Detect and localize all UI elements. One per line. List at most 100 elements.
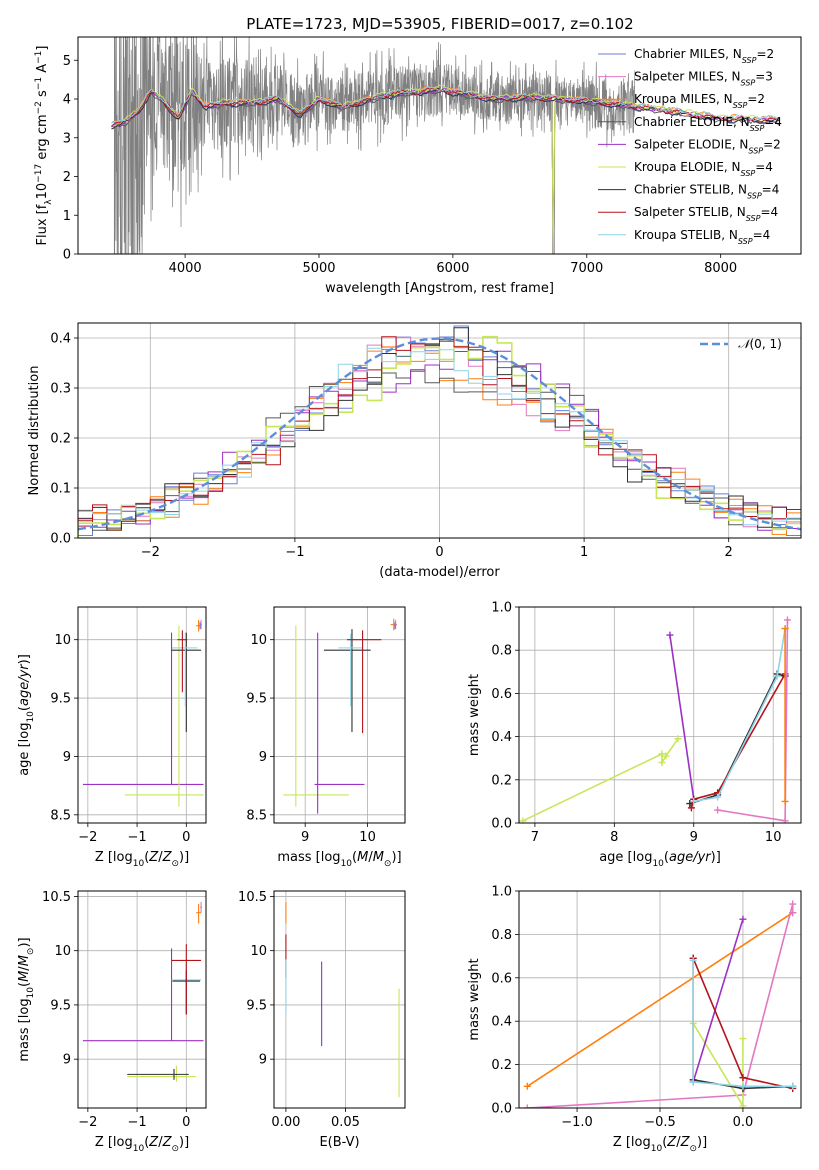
mass-weight-vs-Z-plot-area [523, 900, 797, 1108]
mass-weight-vs-age-marker [773, 672, 781, 680]
age-vs-Z-point-chabrier-miles [199, 622, 202, 630]
age-vs-mass-point-salpeter-elodie [314, 632, 365, 814]
mass-weight-vs-age-ytick-label: 0.6 [491, 687, 512, 702]
age-vs-Z-xtick-label: −2 [78, 830, 97, 845]
age-vs-mass-xtick-label: 9 [301, 830, 309, 845]
age-vs-Z-xlabel: Z [log10(Z/Z⊙)] [95, 850, 189, 869]
residual-histogram-xlabel: (data-model)/error [379, 565, 500, 580]
mass-vs-Z-point-chabrier-stelib [127, 1068, 189, 1080]
mass-vs-EBV-ytick-label: 9.5 [246, 998, 267, 1013]
spectrum-xtick-label: 5000 [302, 261, 335, 276]
spectrum-panel [111, 37, 781, 254]
mass-weight-vs-age-marker [658, 750, 666, 758]
age-vs-mass-axes: 9 10 8.5 9 9.5 10 mass [log10(M/M⊙)] [246, 606, 406, 869]
mass-weight-vs-age-xtick-label: 10 [765, 830, 782, 845]
age-vs-Z-xtick-label: 0 [182, 830, 190, 845]
spectrum-ylabel: Flux [fλ10−17 erg cm−2 s−1 A−1] [34, 46, 54, 246]
mass-vs-EBV-xtick-label: 0.00 [271, 1115, 300, 1130]
mass-vs-Z-point-kroupa-miles [196, 904, 202, 924]
mass-weight-vs-age-panel [519, 606, 801, 824]
age-vs-mass-panel [274, 607, 405, 823]
spectrum-data-line [113, 37, 636, 254]
residual-histogram-plot-area [78, 325, 801, 538]
mass-weight-vs-Z-ytick-label: 1.0 [491, 885, 512, 900]
age-vs-mass-point-salpeter-stelib [346, 630, 382, 734]
mass-vs-Z-ytick-label: 9 [63, 1053, 71, 1068]
mass-weight-vs-Z-ytick-label: 0.0 [491, 1102, 512, 1117]
normal-legend-label: 𝒩(0, 1) [738, 337, 782, 351]
mass-weight-vs-Z-xtick-label: 0.0 [733, 1115, 754, 1130]
spectrum-xtick-label: 6000 [436, 261, 469, 276]
mass-weight-vs-Z-xlabel: Z [log10(Z/Z⊙)] [613, 1135, 707, 1154]
residual-histogram-ytick-label: 0.3 [50, 382, 71, 397]
spectrum-model-salpeter-stelib [111, 86, 780, 127]
residual-histogram-ytick-label: 0.1 [50, 482, 71, 497]
legend-entry: Salpeter MILES, NSSP=3 [634, 70, 773, 88]
residual-histogram-axes: −2 −1 0 1 2 0.0 0.1 0.2 0.3 0.4 𝒩(0, 1) (data-model… [27, 322, 802, 580]
residual-histogram-xtick-label: 0 [435, 545, 443, 560]
age-vs-mass-point-kroupa-stelib [338, 633, 364, 707]
residual-histogram-ylabel: Normed distribution [27, 366, 42, 496]
mass-weight-vs-Z-series-salpeter-miles [527, 903, 794, 1108]
figure-title: PLATE=1723, MJD=53905, FIBERID=0017, z=0… [246, 15, 633, 33]
spectrum-xtick-label: 4000 [169, 261, 202, 276]
mass-weight-vs-Z-ytick-label: 0.6 [491, 971, 512, 986]
mass-vs-Z-xtick-label: −2 [78, 1115, 97, 1130]
residual-histogram-xtick-label: 1 [580, 545, 588, 560]
age-vs-Z-point-salpeter-stelib [177, 630, 188, 693]
mass-weight-vs-Z-xtick-label: −1.0 [561, 1115, 593, 1130]
mass-weight-vs-age-marker [687, 804, 695, 812]
legend-entry: Salpeter ELODIE, NSSP=2 [634, 137, 781, 155]
mass-weight-vs-Z-ytick-label: 0.2 [491, 1058, 512, 1073]
mass-weight-vs-age-marker [781, 625, 789, 633]
mass-weight-vs-age-marker [674, 735, 682, 743]
mass-weight-vs-Z-marker [739, 915, 747, 923]
mass-weight-vs-age-ytick-label: 0.8 [491, 644, 512, 659]
spectrum-ytick-label: 3 [63, 131, 71, 146]
mass-weight-vs-Z-marker [739, 1082, 747, 1090]
residual-histogram-xtick-label: −2 [141, 545, 160, 560]
legend-entry: Chabrier ELODIE, NSSP=4 [634, 115, 782, 133]
mass-vs-Z-frame [77, 890, 207, 1109]
legend-entry: Kroupa STELIB, NSSP=4 [634, 228, 770, 246]
mass-weight-vs-age-series-salpeter-stelib [690, 673, 786, 809]
spectrum-ytick-label: 4 [63, 93, 71, 108]
mass-weight-vs-age-series-salpeter-elodie [669, 634, 695, 800]
mass-weight-vs-age-ytick-label: 1.0 [491, 601, 512, 616]
mass-weight-vs-Z-ytick-label: 0.4 [491, 1015, 512, 1030]
mass-weight-vs-Z-marker [689, 956, 697, 964]
mass-weight-vs-age-marker [662, 752, 670, 760]
residual-histogram-panel [78, 323, 801, 539]
spectrum-model-kroupa-stelib [111, 85, 780, 124]
mass-weight-vs-age-marker [666, 631, 674, 639]
mass-weight-vs-Z-ytick-label: 0.8 [491, 928, 512, 943]
mass-weight-vs-Z-marker [689, 1078, 697, 1086]
mass-weight-vs-age-marker [714, 806, 722, 814]
mass-vs-Z-point-salpeter-stelib [171, 944, 202, 1015]
age-vs-mass-point-kroupa-elodie [283, 625, 349, 807]
mass-weight-vs-age-ylabel: mass weight [467, 674, 482, 756]
mass-weight-vs-age-xtick-label: 9 [690, 830, 698, 845]
mass-weight-vs-Z-series-kroupa-stelib [692, 960, 793, 1088]
mass-weight-vs-age-marker [781, 817, 789, 823]
age-vs-Z-point-kroupa-stelib [172, 632, 198, 707]
mass-weight-vs-age-ytick-label: 0.0 [491, 817, 512, 832]
age-vs-Z-axes: −2 −1 0 8.5 9 9.5 10 Z [log10(Z/Z⊙)] age [log10(… [17, 606, 207, 869]
mass-weight-vs-age-xtick-label: 7 [531, 830, 539, 845]
mass-vs-Z-xtick-label: 0 [182, 1115, 190, 1130]
age-vs-mass-ytick-label: 9 [259, 750, 267, 765]
age-vs-Z-xtick-label: −1 [127, 830, 146, 845]
age-vs-mass-ytick-label: 10 [250, 633, 267, 648]
spectrum-ytick-label: 1 [63, 209, 71, 224]
mass-vs-Z-ytick-label: 9.5 [50, 998, 71, 1013]
age-vs-mass-plot-area [283, 618, 397, 814]
age-vs-mass-ytick-label: 9.5 [246, 692, 267, 707]
residual-histogram-ytick-label: 0.4 [50, 332, 71, 347]
mass-weight-vs-age-marker [781, 797, 789, 805]
mass-weight-vs-Z-marker [739, 1035, 747, 1043]
mass-weight-vs-age-series-kroupa-stelib [693, 628, 786, 803]
mass-weight-vs-Z-marker [789, 1082, 797, 1090]
mass-weight-vs-Z-marker [523, 1082, 531, 1090]
mass-vs-EBV-plot-area [285, 901, 400, 1098]
